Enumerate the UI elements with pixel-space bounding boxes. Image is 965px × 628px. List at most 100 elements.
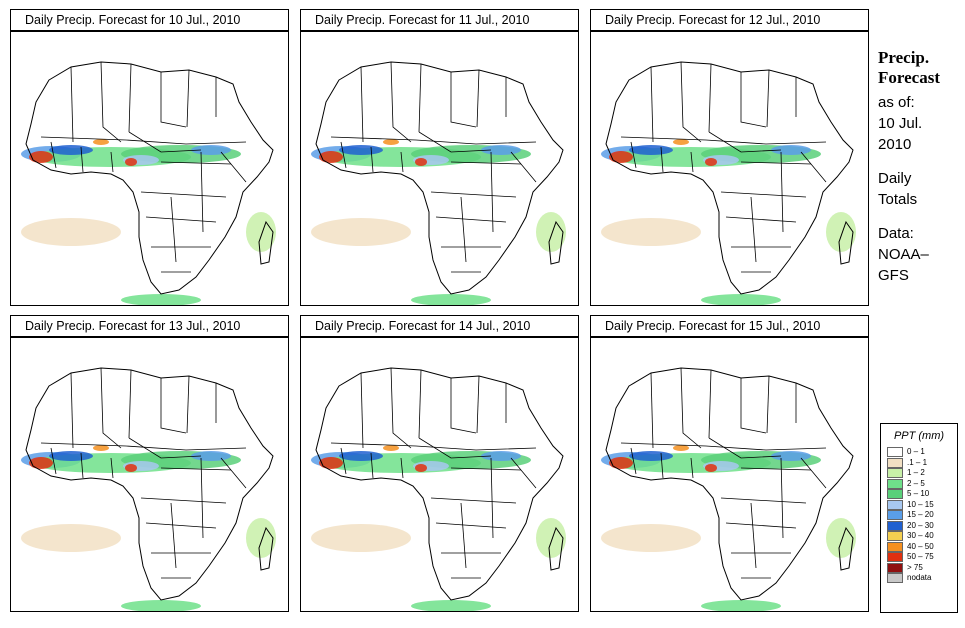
madagascar-outline (258, 526, 274, 571)
madagascar-outline (838, 220, 854, 265)
country-border (145, 522, 217, 529)
country-border (110, 151, 114, 173)
panel-title: Daily Precip. Forecast for 15 Jul., 2010 (590, 315, 869, 337)
country-border (128, 131, 202, 153)
country-border (690, 151, 694, 173)
legend-swatch (887, 489, 903, 499)
legend-label: 0 – 1 (907, 447, 925, 456)
legend-swatch (887, 499, 903, 510)
country-border (750, 502, 757, 569)
madagascar-outline (548, 526, 564, 571)
legend-label: 1 – 2 (907, 468, 925, 477)
panel-title: Daily Precip. Forecast for 12 Jul., 2010 (590, 9, 869, 31)
country-border (360, 66, 364, 143)
panel-title: Daily Precip. Forecast for 11 Jul., 2010 (300, 9, 579, 31)
country-border (630, 447, 637, 475)
coastline (605, 367, 854, 601)
country-border (128, 63, 132, 133)
country-border (650, 372, 654, 449)
as-of-label: as of: (878, 94, 915, 111)
country-border (450, 161, 522, 165)
precip-area (49, 451, 93, 461)
legend-label: 30 – 40 (907, 531, 934, 540)
precip-area (29, 457, 53, 469)
coastline (315, 367, 564, 601)
legend-label: > 75 (907, 562, 923, 572)
legend-title: PPT (mm) (893, 430, 945, 442)
data-source-1: NOAA– (878, 246, 929, 263)
country-border (370, 146, 374, 173)
precip-area (536, 518, 566, 558)
precip-area (601, 218, 701, 246)
country-border (430, 191, 517, 198)
country-border (200, 457, 204, 539)
precip-area (246, 518, 276, 558)
country-border (100, 61, 122, 143)
legend-label: 10 – 15 (907, 499, 934, 509)
precip-area (29, 151, 53, 163)
precip-area (121, 600, 201, 611)
country-border (430, 497, 517, 504)
totals-label: Totals (878, 191, 918, 208)
precip-area (601, 524, 701, 552)
country-border (680, 367, 702, 449)
legend-swatch (887, 562, 903, 573)
legend-swatch (887, 552, 903, 562)
precip-area (705, 158, 717, 166)
legend-item: 1 – 2 (881, 468, 957, 479)
country-border (476, 69, 480, 128)
legend-label: 50 – 75 (907, 552, 934, 561)
precip-area (319, 457, 343, 469)
precip-map (300, 337, 579, 612)
precip-area (609, 457, 633, 469)
country-border (340, 447, 347, 475)
country-border (390, 61, 412, 143)
legend-label: 2 – 5 (907, 478, 925, 488)
country-border (800, 457, 827, 489)
country-border (490, 151, 494, 233)
country-border (40, 136, 247, 145)
country-border (708, 437, 782, 459)
country-border (630, 141, 637, 169)
as-of-date: 10 Jul. (878, 115, 923, 132)
madagascar-outline (548, 220, 564, 265)
legend-label: 5 – 10 (907, 489, 930, 498)
legend-swatch (887, 478, 903, 489)
country-border (740, 467, 812, 471)
country-border (100, 367, 122, 449)
country-border (418, 437, 492, 459)
country-border (170, 196, 177, 263)
daily-label: Daily (878, 170, 912, 187)
legend-item: 50 – 75 (881, 552, 957, 563)
legend-item: > 75 (881, 562, 957, 574)
country-border (220, 457, 247, 489)
country-border (145, 216, 217, 223)
precip-map (10, 31, 289, 306)
africa-map-svg (21, 61, 276, 305)
africa-map-svg (311, 61, 566, 305)
country-border (720, 191, 807, 198)
country-border (80, 146, 84, 173)
country-border (766, 69, 770, 128)
country-border (40, 442, 247, 451)
precip-area (93, 445, 109, 451)
country-border (390, 367, 412, 449)
country-border (400, 151, 404, 173)
precip-area (411, 294, 491, 305)
madagascar-outline (838, 526, 854, 571)
precip-area (383, 445, 399, 451)
country-border (510, 457, 537, 489)
country-border (128, 369, 132, 439)
precip-map (300, 31, 579, 306)
country-border (418, 131, 492, 153)
country-border (160, 161, 232, 165)
legend-label: .1 – 1 (907, 457, 928, 467)
country-border (720, 497, 807, 504)
country-border (220, 151, 247, 183)
precip-map (590, 337, 869, 612)
precip-area (339, 145, 383, 155)
country-border (460, 502, 467, 569)
country-border (800, 151, 827, 183)
precip-area (609, 151, 633, 163)
